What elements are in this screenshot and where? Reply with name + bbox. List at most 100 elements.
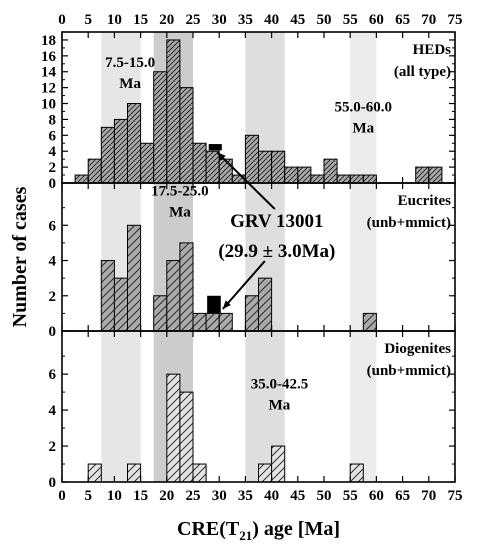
panel-label-heds: (all type) bbox=[394, 64, 451, 80]
bar-heds-2 bbox=[100, 126, 115, 184]
x-tick-label-bottom: 5 bbox=[84, 488, 92, 504]
panel-label-heds: HEDs bbox=[413, 42, 452, 58]
bar-heds-3 bbox=[113, 118, 129, 184]
x-tick-label-bottom: 40 bbox=[264, 488, 279, 504]
bar-eucrites-6 bbox=[192, 312, 207, 332]
bar-heds-11 bbox=[218, 158, 233, 184]
panel-label-eucrites: (unb+mmict) bbox=[367, 215, 451, 231]
x-tick-label-bottom: 25 bbox=[186, 488, 201, 504]
range-annotation-1: 55.0-60.0 bbox=[335, 99, 393, 115]
range-annotation-0: Ma bbox=[119, 76, 141, 92]
range-annotation-3: 35.0-42.5 bbox=[251, 377, 309, 393]
panel-label-diogenites: Diogenites bbox=[384, 341, 451, 357]
bar-diogenites-3 bbox=[179, 391, 194, 483]
y-tick-label: 16 bbox=[41, 49, 57, 65]
bar-heds-18 bbox=[310, 174, 325, 184]
y-tick-label: 6 bbox=[49, 128, 57, 144]
grv-marker-eucrites bbox=[207, 295, 221, 314]
y-tick-label: 18 bbox=[41, 33, 56, 49]
y-tick-label: 2 bbox=[49, 160, 57, 176]
bar-eucrites-4 bbox=[166, 260, 181, 332]
y-tick-label: 14 bbox=[41, 65, 57, 81]
x-tick-label-top: 25 bbox=[186, 12, 201, 28]
y-tick-label: 10 bbox=[41, 97, 56, 113]
bar-eucrites-10 bbox=[258, 277, 273, 332]
panel-label-eucrites: Eucrites bbox=[398, 193, 451, 209]
x-tick-label-bottom: 15 bbox=[133, 488, 148, 504]
bar-heds-5 bbox=[140, 142, 155, 184]
bar-eucrites-11 bbox=[362, 312, 377, 332]
y-tick-label: 2 bbox=[49, 289, 57, 305]
y-tick-label: 8 bbox=[49, 112, 57, 128]
x-tick-label-bottom: 10 bbox=[107, 488, 122, 504]
bar-eucrites-9 bbox=[244, 295, 259, 332]
bar-diogenites-4 bbox=[192, 463, 207, 483]
bar-diogenites-7 bbox=[349, 463, 364, 483]
bar-eucrites-3 bbox=[153, 295, 168, 332]
x-tick-label-bottom: 60 bbox=[369, 488, 384, 504]
x-tick-label-top: 40 bbox=[264, 12, 279, 28]
y-axis-title: Number of cases bbox=[9, 186, 31, 327]
bar-eucrites-2 bbox=[127, 224, 142, 332]
shaded-range-2 bbox=[245, 32, 285, 482]
x-tick-label-bottom: 30 bbox=[212, 488, 227, 504]
panel-frame-2 bbox=[61, 330, 456, 483]
y-tick-label: 6 bbox=[49, 367, 57, 383]
bar-diogenites-1 bbox=[127, 463, 142, 483]
bar-diogenites-6 bbox=[271, 445, 286, 483]
x-tick-label-top: 5 bbox=[84, 12, 92, 28]
x-tick-label-bottom: 75 bbox=[448, 488, 463, 504]
grv-callout-text: (29.9 ± 3.0Ma) bbox=[218, 241, 335, 262]
x-tick-label-bottom: 35 bbox=[238, 488, 253, 504]
y-tick-label: 6 bbox=[49, 218, 57, 234]
x-tick-label-top: 35 bbox=[238, 12, 253, 28]
bar-diogenites-5 bbox=[258, 463, 273, 483]
x-tick-label-top: 50 bbox=[317, 12, 332, 28]
x-tick-label-top: 0 bbox=[58, 12, 66, 28]
x-tick-label-top: 65 bbox=[395, 12, 410, 28]
y-tick-label: 0 bbox=[49, 176, 57, 192]
bar-heds-14 bbox=[258, 150, 273, 184]
bar-heds-8 bbox=[179, 87, 194, 184]
bar-eucrites-7 bbox=[205, 312, 220, 332]
axes-frame-layer bbox=[61, 31, 456, 483]
bar-diogenites-2 bbox=[166, 373, 181, 483]
x-tick-label-top: 45 bbox=[290, 12, 305, 28]
x-tick-label-top: 55 bbox=[343, 12, 358, 28]
bar-heds-19 bbox=[323, 158, 338, 184]
x-tick-label-bottom: 45 bbox=[290, 488, 305, 504]
x-tick-label-top: 10 bbox=[107, 12, 122, 28]
x-tick-label-top: 60 bbox=[369, 12, 384, 28]
x-tick-label-bottom: 70 bbox=[421, 488, 436, 504]
bar-diogenites-0 bbox=[87, 463, 102, 483]
y-tick-label: 4 bbox=[49, 403, 57, 419]
bar-eucrites-8 bbox=[218, 312, 233, 332]
bar-heds-24 bbox=[428, 166, 443, 184]
x-tick-label-bottom: 0 bbox=[58, 488, 66, 504]
bar-heds-6 bbox=[153, 71, 168, 184]
bar-heds-4 bbox=[127, 103, 142, 184]
bar-heds-0 bbox=[74, 174, 89, 184]
callout-arrow-eucrites bbox=[222, 260, 266, 310]
x-tick-label-top: 15 bbox=[133, 12, 148, 28]
range-annotation-0: 7.5-15.0 bbox=[105, 55, 155, 71]
y-tick-label: 4 bbox=[49, 254, 57, 270]
y-tick-label: 2 bbox=[49, 439, 57, 455]
bar-heds-16 bbox=[284, 166, 299, 184]
y-tick-label: 4 bbox=[49, 144, 57, 160]
grv-callout-text: GRV 13001 bbox=[230, 211, 323, 232]
x-tick-label-bottom: 20 bbox=[159, 488, 174, 504]
shaded-range-3 bbox=[350, 32, 377, 482]
bar-eucrites-0 bbox=[100, 260, 115, 332]
bar-heds-1 bbox=[87, 158, 102, 184]
bar-heds-20 bbox=[336, 174, 351, 184]
x-tick-label-bottom: 65 bbox=[395, 488, 410, 504]
bar-heds-23 bbox=[415, 166, 430, 184]
x-tick-label-top: 20 bbox=[159, 12, 174, 28]
y-tick-label: 12 bbox=[41, 81, 56, 97]
x-tick-label-bottom: 50 bbox=[317, 488, 332, 504]
range-annotation-2: Ma bbox=[169, 204, 191, 220]
bar-eucrites-1 bbox=[113, 277, 129, 332]
